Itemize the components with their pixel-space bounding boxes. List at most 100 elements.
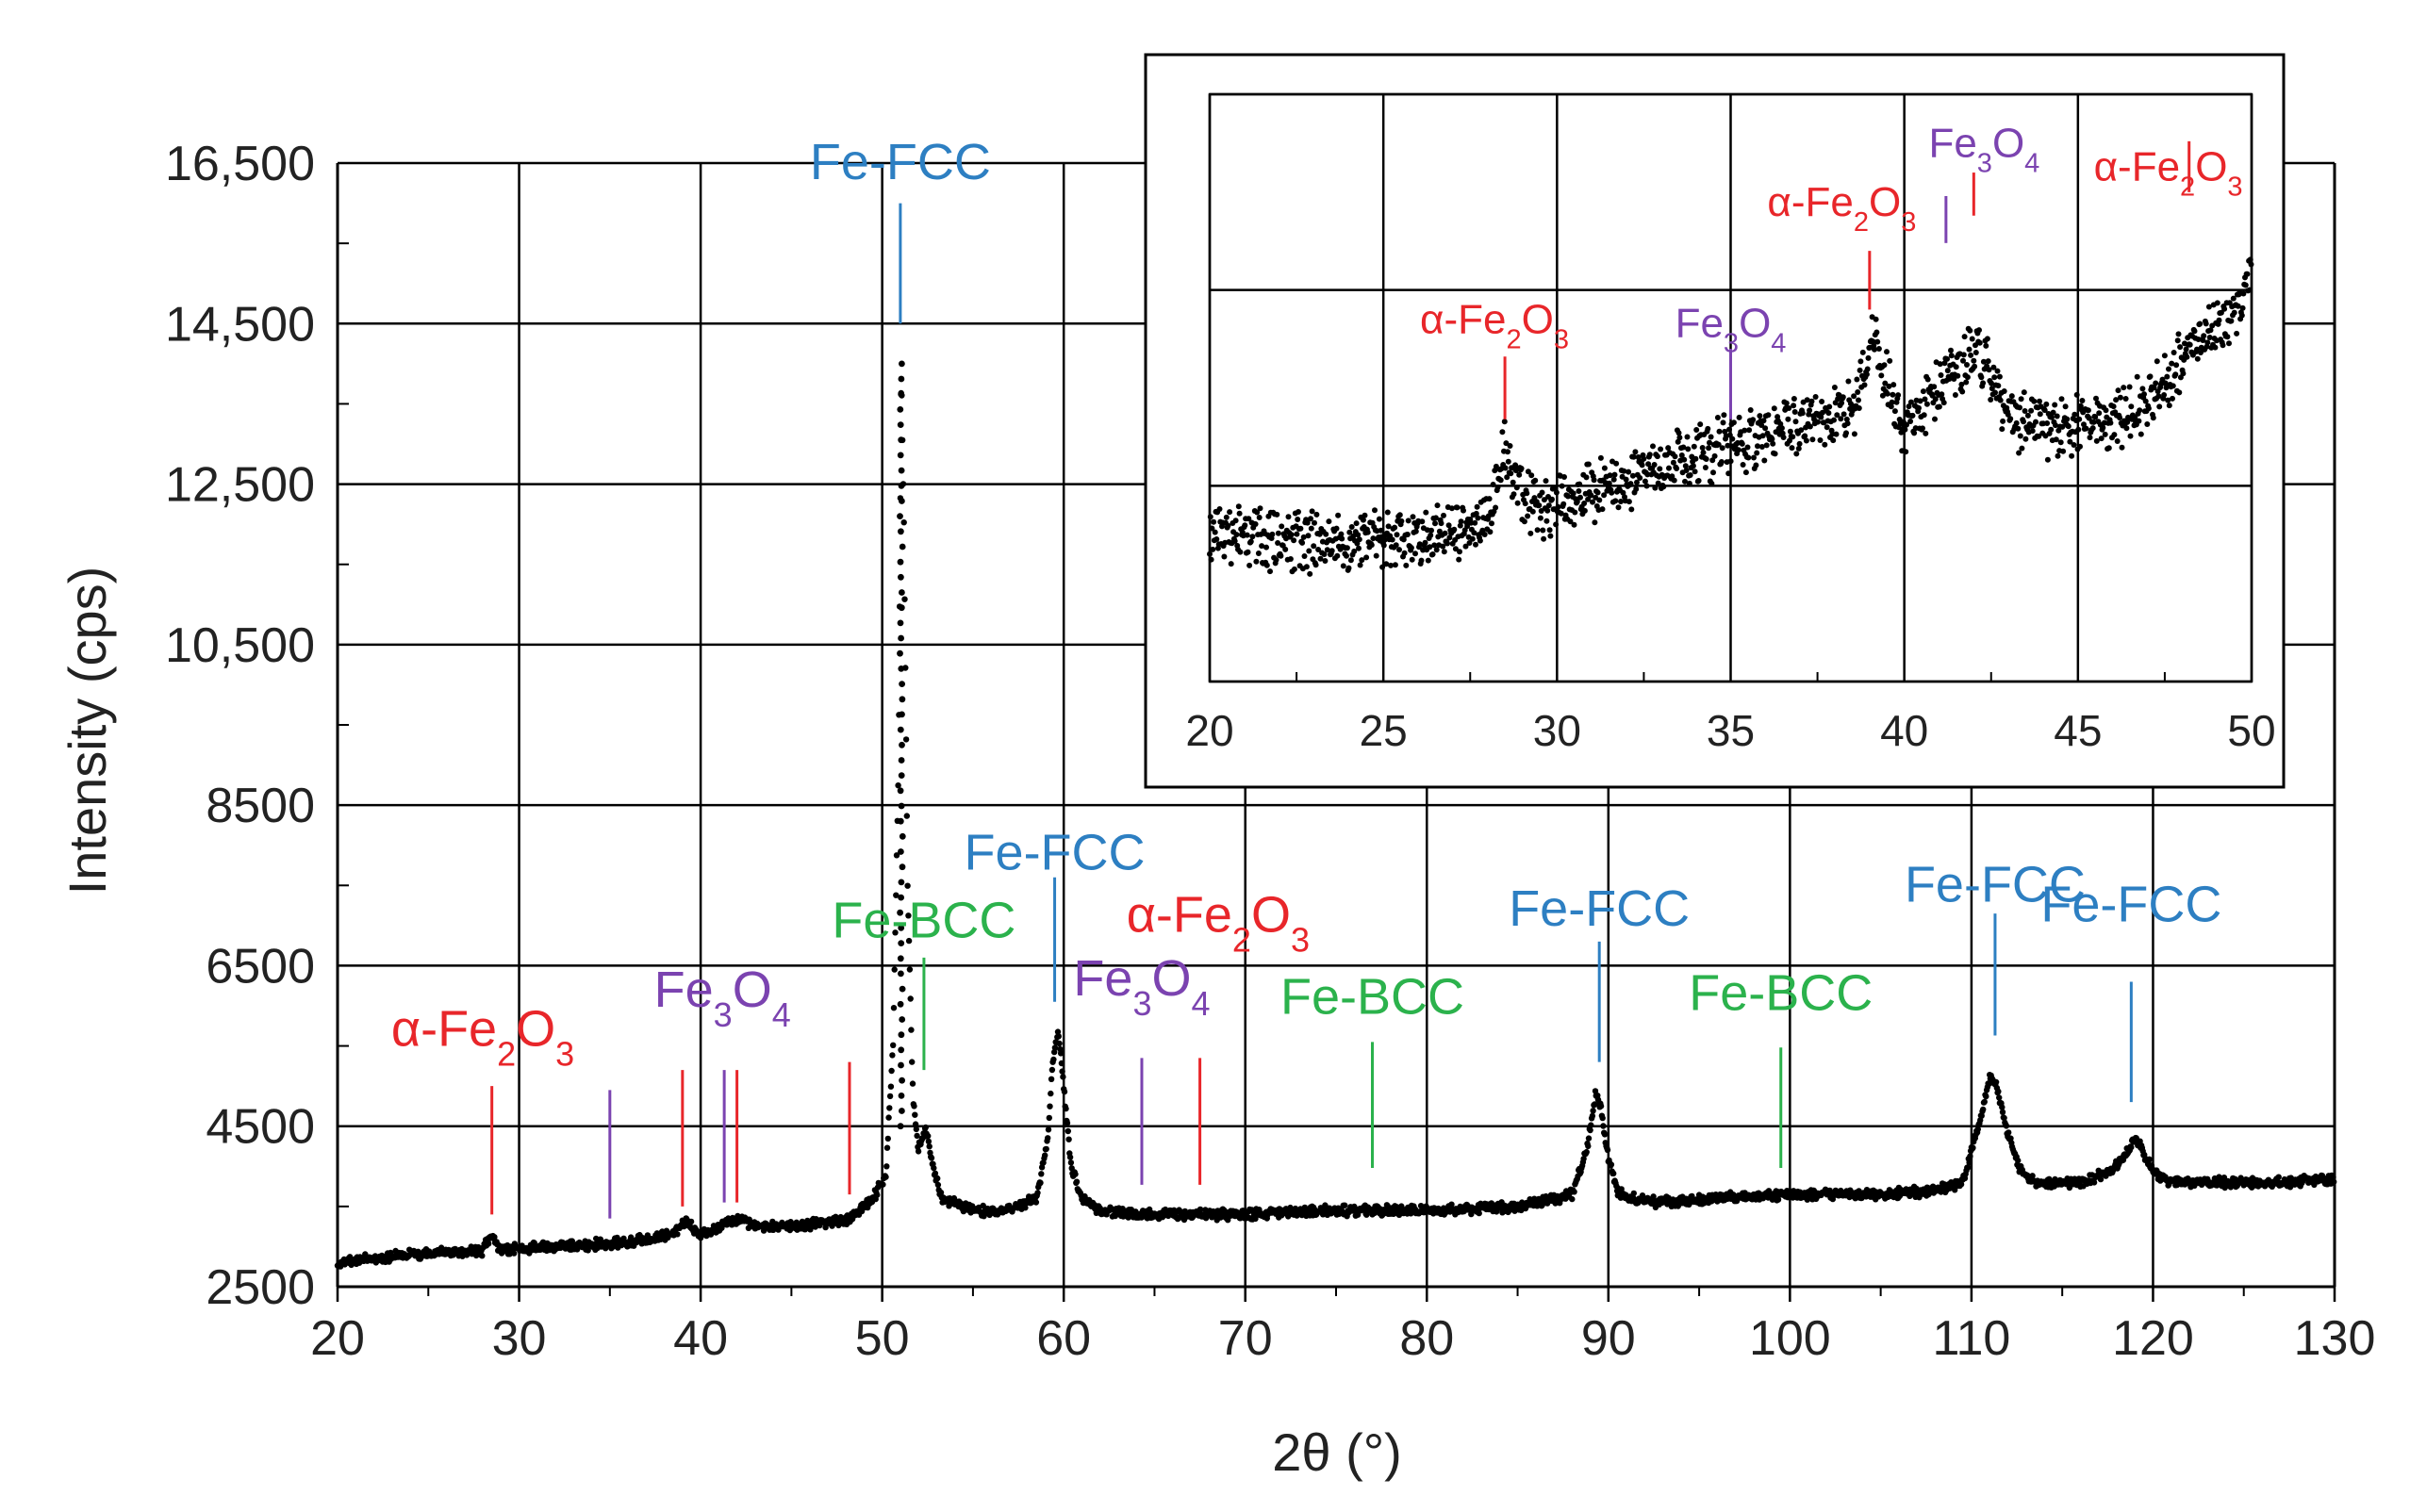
inset-data-point: [2170, 395, 2175, 402]
inset-data-point: [1884, 390, 1890, 397]
inset-data-point: [1428, 532, 1434, 538]
inset-data-point: [1920, 425, 1925, 432]
inset-data-point: [1754, 450, 1760, 456]
main-data-point: [937, 1189, 945, 1196]
inset-data-point: [2007, 416, 2014, 422]
main-data-point: [1592, 1088, 1599, 1094]
inset-data-point: [1423, 509, 1429, 516]
inset-data-point: [1504, 474, 1510, 481]
inset-data-point: [1585, 461, 1592, 468]
main-x-tick-label: 30: [492, 1311, 547, 1366]
inset-data-point: [2244, 271, 2251, 277]
main-peak-point: [897, 406, 904, 413]
inset-data-point: [2194, 346, 2200, 353]
inset-data-point: [1560, 501, 1567, 507]
inset-data-point: [1269, 531, 1276, 537]
main-peak-point: [897, 619, 904, 627]
inset-data-point: [2060, 448, 2067, 454]
inset-data-point: [2184, 353, 2190, 360]
inset-data-point: [2201, 333, 2207, 339]
inset-data-point: [2028, 407, 2035, 414]
main-data-point: [1342, 1202, 1348, 1208]
inset-data-point: [1577, 494, 1583, 501]
inset-data-point: [2144, 421, 2151, 427]
inset-data-point: [1543, 518, 1550, 524]
inset-data-point: [2216, 317, 2222, 323]
main-data-point: [1066, 1154, 1074, 1160]
inset-data-point: [2017, 404, 2022, 411]
main-data-point: [2007, 1135, 2014, 1142]
inset-data-point: [1494, 485, 1501, 490]
inset-data-point: [1275, 530, 1281, 536]
inset-data-point: [2138, 431, 2144, 437]
inset-data-point: [1368, 542, 1375, 549]
inset-data-point: [1235, 503, 1242, 510]
main-data-point: [1999, 1104, 2006, 1110]
main-peak-point: [898, 528, 904, 535]
inset-data-point: [1497, 477, 1504, 484]
main-data-point: [901, 596, 908, 602]
main-data-point: [900, 519, 907, 526]
inset-data-point: [1976, 339, 1983, 346]
inset-data-point: [1613, 460, 1620, 467]
inset-data-point: [1676, 435, 1683, 441]
inset-data-point: [1441, 512, 1446, 518]
inset-data-point: [1607, 472, 1613, 479]
inset-data-point: [1381, 536, 1388, 543]
inset-data-point: [1690, 463, 1696, 469]
main-data-point: [893, 852, 900, 859]
main-peak-point: [897, 1000, 904, 1008]
inset-data-point: [1297, 525, 1304, 532]
inset-data-point: [1525, 513, 1531, 519]
inset-data-point: [1232, 518, 1239, 524]
inset-data-point: [2067, 438, 2073, 445]
inset-data-point: [2024, 412, 2031, 419]
inset-data-point: [1384, 509, 1391, 516]
main-data-point: [1996, 1094, 2003, 1101]
inset-data-point: [1370, 535, 1377, 542]
inset-data-point: [2166, 403, 2172, 409]
inset-data-point: [1393, 542, 1399, 549]
main-data-point: [1022, 1205, 1029, 1211]
phase-label-main-8: α-Fe2O3: [391, 1001, 574, 1074]
main-data-point: [1060, 1074, 1066, 1080]
inset-data-point: [2053, 436, 2059, 443]
main-data-point: [1592, 1101, 1598, 1108]
inset-data-point: [2052, 402, 2058, 408]
inset-data-point: [1727, 458, 1734, 465]
main-peak-point: [897, 558, 904, 566]
inset-data-point: [1751, 454, 1757, 461]
main-peak-point: [899, 360, 905, 368]
inset-data-point: [2041, 407, 2048, 414]
inset-data-point: [2221, 305, 2228, 312]
inset-data-point: [1590, 499, 1595, 505]
inset-data-point: [1344, 552, 1349, 559]
inset-data-point: [1762, 425, 1769, 432]
inset-data-point: [1306, 548, 1312, 554]
inset-data-point: [1433, 547, 1440, 553]
inset-data-point: [1333, 525, 1340, 532]
inset-data-point: [1808, 398, 1815, 404]
main-data-point: [886, 1105, 893, 1111]
inset-x-tick-label: 50: [2227, 706, 2275, 755]
inset-data-point: [1446, 534, 1453, 541]
inset-data-point: [1458, 518, 1464, 525]
main-data-point: [1034, 1190, 1041, 1196]
inset-data-point: [1722, 428, 1728, 435]
inset-data-point: [2083, 425, 2089, 432]
inset-data-point: [1209, 525, 1215, 532]
inset-data-point: [2021, 389, 2027, 396]
inset-data-point: [1959, 388, 1966, 395]
inset-data-point: [1596, 497, 1603, 503]
main-peak-point: [898, 436, 905, 444]
inset-data-point: [2093, 437, 2100, 444]
main-data-point: [1045, 1135, 1051, 1142]
inset-data-point: [1972, 363, 1978, 370]
inset-data-point: [1645, 461, 1652, 468]
inset-data-point: [1401, 550, 1408, 556]
inset-data-point: [2164, 373, 2171, 380]
inset-data-point: [1396, 547, 1402, 553]
main-peak-point: [898, 375, 905, 383]
main-data-point: [1992, 1078, 2000, 1086]
inset-data-point: [2093, 395, 2099, 402]
